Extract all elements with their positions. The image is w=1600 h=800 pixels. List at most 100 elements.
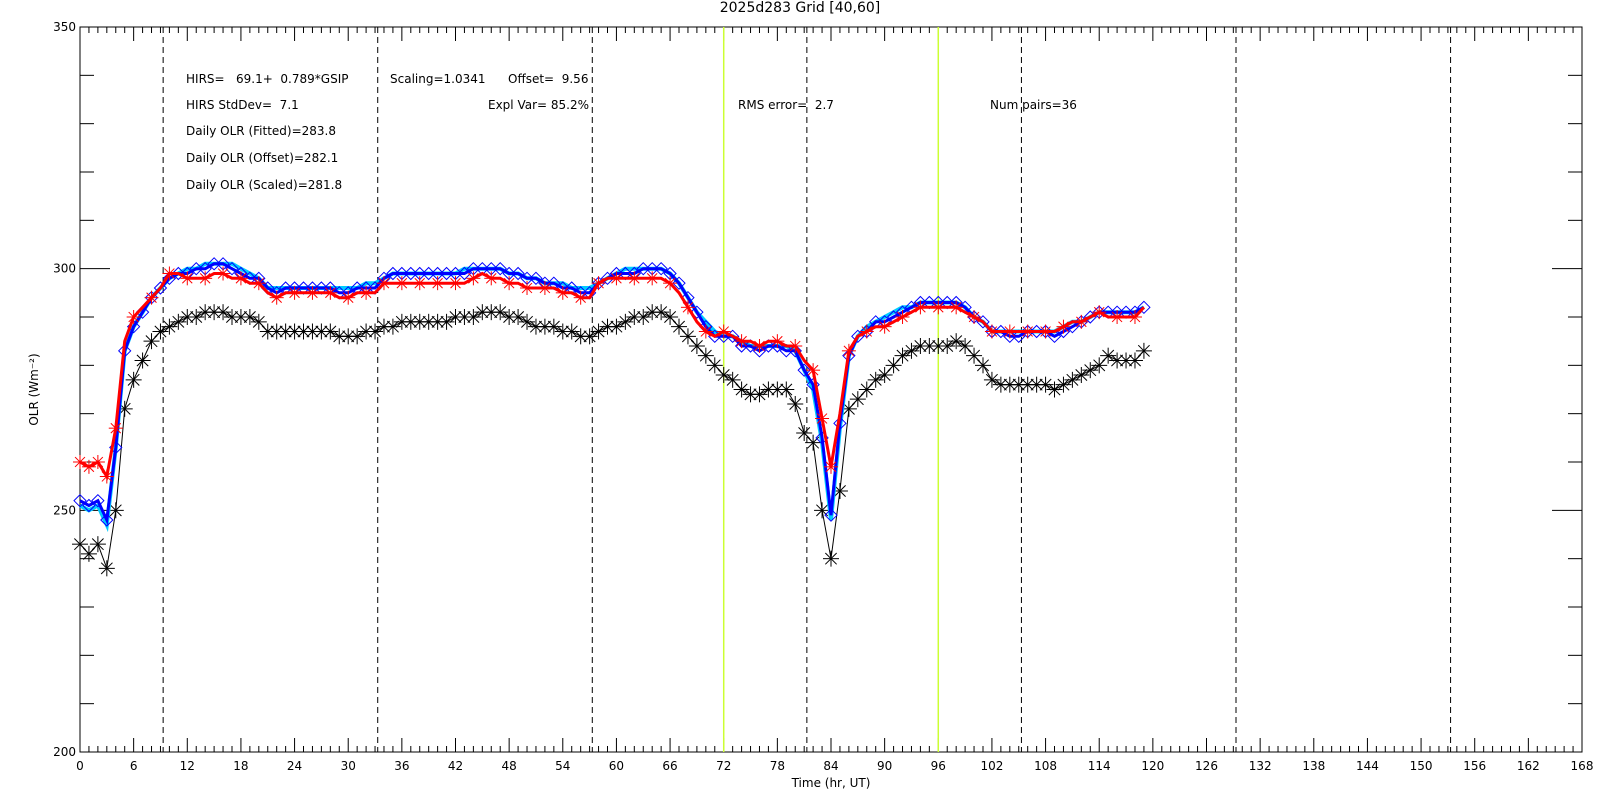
series-black-point [679, 328, 696, 345]
series-black-point [384, 318, 401, 335]
series-red-point [251, 276, 266, 291]
series-blue-point [833, 416, 847, 431]
series-black-point [590, 323, 607, 340]
series-red-point [645, 271, 660, 286]
annotation-offset: Offset= 9.56 [508, 72, 589, 86]
series-black-point [894, 347, 911, 364]
series-blue-point [91, 493, 105, 508]
x-tick-label: 12 [180, 759, 195, 773]
series-black-point [1135, 342, 1152, 359]
series-red-point [323, 285, 338, 300]
x-tick-label: 150 [1410, 759, 1433, 773]
series-black-point [751, 386, 768, 403]
series-black-point [1073, 367, 1090, 383]
series-black-point [805, 434, 822, 451]
series-blue-point [636, 261, 650, 276]
series-red-point [359, 285, 374, 300]
x-tick-label: 114 [1088, 759, 1111, 773]
series-blue-point [788, 344, 802, 358]
series-red-point [824, 459, 838, 474]
x-tick-label: 96 [931, 759, 946, 773]
series-black-point [939, 338, 956, 354]
series-blue-point [386, 266, 400, 281]
series-black-point [885, 357, 902, 374]
y-tick-label: 300 [53, 262, 76, 276]
series-black-point [134, 352, 151, 369]
x-tick-label: 66 [662, 759, 677, 773]
series-black-point [241, 309, 258, 325]
series-blue-point [171, 266, 186, 281]
series-black-point [974, 357, 991, 374]
series-red-point [1020, 324, 1035, 339]
series-black-point [438, 313, 455, 330]
series-black-point [706, 357, 723, 374]
series-blue-point [1029, 324, 1044, 339]
annotation-rms-error: RMS error= 2.7 [738, 98, 834, 112]
series-red-point [949, 300, 964, 315]
series-red-point [716, 324, 731, 339]
series-black-point [1046, 381, 1063, 398]
series-black-point [1100, 347, 1117, 364]
series-black-point [501, 309, 518, 325]
series-blue-point [117, 344, 132, 358]
series-black-point [125, 371, 142, 388]
series-black-point [787, 396, 804, 412]
series-black-point [983, 371, 1000, 388]
series-black-point [1082, 362, 1099, 379]
series-black-point [1019, 376, 1036, 393]
series-black-point [876, 367, 893, 383]
series-black-point [1091, 357, 1108, 374]
series-blue-point [189, 261, 203, 276]
series-black-point [349, 328, 366, 345]
annotation-hirs-fit: HIRS= 69.1+ 0.789*GSIP [186, 72, 349, 86]
series-blue-point [511, 266, 525, 281]
series-black-point [715, 367, 732, 383]
series-red-point [269, 290, 284, 305]
series-red-point [1056, 319, 1071, 334]
series-red-point [180, 271, 195, 286]
series-red-point [520, 281, 535, 295]
series-black-point [545, 318, 562, 335]
series-blue-point [842, 348, 856, 363]
series-blue-point [421, 266, 436, 281]
series-black-point [89, 536, 106, 553]
series-red-point [90, 455, 105, 469]
series-blue-point [690, 305, 704, 319]
series-blue-point [1047, 329, 1062, 344]
series-black-point [1064, 371, 1081, 388]
series-red-point [448, 276, 463, 291]
series-black-point [143, 333, 160, 350]
x-tick-label: 30 [341, 759, 356, 773]
x-tick-label: 120 [1141, 759, 1164, 773]
series-cyan-line [79, 261, 1145, 533]
series-red-point [394, 276, 409, 291]
series-blue-point [207, 257, 221, 271]
series-black-point [152, 323, 169, 340]
series-red-point [537, 281, 552, 295]
series-red-point [698, 324, 713, 339]
series-black-point [903, 342, 920, 359]
series-black-point [563, 323, 580, 340]
series-red-point [663, 276, 678, 291]
series-red-point [144, 290, 159, 305]
series-red-point [788, 339, 803, 353]
annotation-scaling: Scaling=1.0341 [390, 72, 486, 86]
series-black-point [671, 318, 688, 335]
x-tick-label: 0 [76, 759, 84, 773]
series-blue-point [529, 271, 543, 286]
series-black-point [662, 309, 679, 325]
series-black-point [72, 536, 88, 553]
series-black-point [98, 560, 115, 577]
series-blue-point [779, 344, 794, 358]
series-black-point [322, 323, 339, 340]
series-red-point [341, 290, 356, 305]
series-blue-point [82, 498, 96, 513]
series-black-point [697, 347, 714, 364]
series-black-point [966, 347, 983, 364]
series-red-point [216, 266, 231, 281]
series-blue-point [1003, 329, 1017, 344]
series-black-point [259, 323, 276, 340]
series-red-point [734, 334, 749, 349]
x-tick-label: 24 [287, 759, 302, 773]
annotation-expl-var: Expl Var= 85.2% [488, 98, 590, 112]
